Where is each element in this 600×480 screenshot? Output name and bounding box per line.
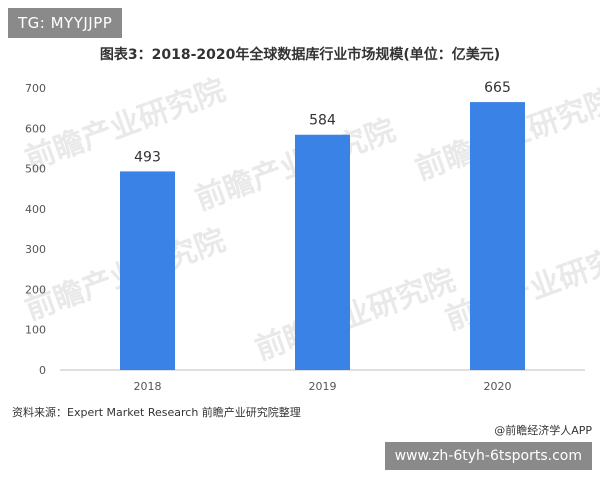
y-tick-label: 600 — [25, 122, 46, 135]
bar-2018 — [120, 171, 175, 370]
x-tick-label-2020: 2020 — [484, 380, 512, 393]
y-tick-label: 500 — [25, 163, 46, 176]
bar-2020 — [470, 102, 525, 370]
y-axis-ticks: 0 100 200 300 400 500 600 700 — [25, 82, 46, 377]
y-tick-label: 100 — [25, 324, 46, 337]
bars: 493 584 665 — [120, 80, 525, 370]
y-tick-label: 400 — [25, 203, 46, 216]
data-label-2020: 665 — [484, 80, 511, 96]
svg-text:前瞻产业研究院: 前瞻产业研究院 — [21, 73, 230, 178]
y-tick-label: 300 — [25, 243, 46, 256]
chart-title: 图表3：2018-2020年全球数据库行业市场规模(单位：亿美元) — [99, 47, 501, 63]
source-note: 资料来源：Expert Market Research 前瞻产业研究院整理 — [12, 406, 301, 419]
data-label-2019: 584 — [309, 113, 336, 129]
y-tick-label: 700 — [25, 82, 46, 95]
channel-tag: TG: MYYJJPP — [8, 8, 123, 38]
bar-2019 — [295, 134, 350, 370]
data-label-2018: 493 — [134, 149, 161, 165]
x-axis-ticks: 2018 2019 2020 — [134, 380, 512, 393]
credit-label: @前瞻经济学人APP — [494, 424, 592, 437]
url-banner: www.zh-6tyh-6tsports.com — [384, 442, 592, 470]
x-tick-label-2018: 2018 — [134, 380, 162, 393]
x-tick-label-2019: 2019 — [309, 380, 337, 393]
y-tick-label: 200 — [25, 283, 46, 296]
svg-text:前瞻产业研究院: 前瞻产业研究院 — [251, 263, 460, 368]
y-tick-label: 0 — [39, 364, 46, 377]
